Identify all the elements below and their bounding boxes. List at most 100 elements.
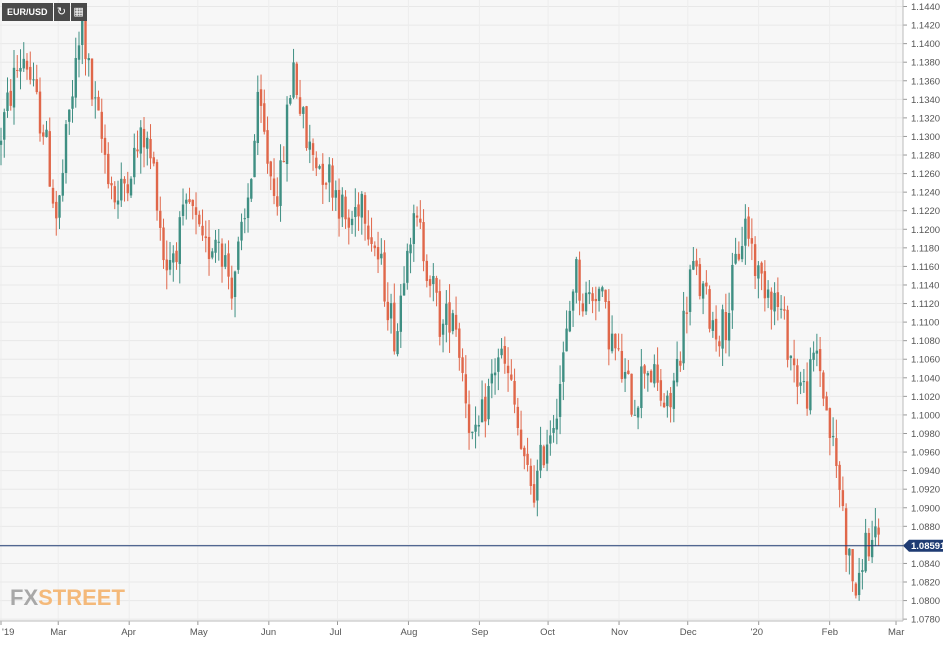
candle-up (432, 276, 435, 285)
candle-up (237, 241, 240, 270)
y-tick-label: 1.0840 (911, 559, 940, 570)
candle-up (120, 178, 123, 201)
candle-down (737, 253, 741, 260)
candle-down (523, 447, 526, 457)
candle-up (129, 178, 133, 196)
candle-down (42, 132, 45, 137)
y-tick-label: 1.1040 (911, 373, 940, 384)
x-tick-label: Oct (540, 627, 555, 638)
candle-down (435, 277, 438, 293)
x-tick-label: Jun (261, 627, 276, 638)
y-tick-label: 1.0980 (911, 429, 940, 440)
candle-up (451, 313, 455, 332)
candle-up (721, 309, 724, 349)
candle-up (802, 381, 806, 383)
candle-down (207, 236, 211, 260)
candle-down (357, 204, 360, 217)
y-tick-label: 1.1320 (911, 113, 940, 124)
candle-down (519, 429, 523, 449)
candle-down (90, 58, 94, 100)
candle-down (818, 349, 822, 372)
candle-up (256, 91, 259, 144)
candle-up (168, 260, 172, 270)
candle-up (497, 357, 500, 372)
candle-up (636, 407, 640, 418)
candle-up (568, 310, 572, 332)
candle-down (305, 106, 308, 149)
candle-down (614, 333, 617, 349)
candle-up (399, 295, 403, 332)
y-tick-label: 1.0940 (911, 466, 940, 477)
candle-up (565, 328, 568, 352)
candle-down (851, 549, 854, 582)
candle-down (331, 165, 334, 198)
candle-up (766, 289, 770, 298)
candle-up (809, 359, 812, 411)
candle-up (68, 109, 71, 122)
candle-up (32, 79, 35, 81)
candle-down (484, 396, 487, 422)
candle-down (100, 111, 103, 139)
logo-fx: FX (10, 585, 39, 610)
candle-up (409, 244, 412, 254)
y-tick-label: 1.0800 (911, 596, 940, 607)
candle-up (396, 331, 399, 355)
candle-up (292, 62, 295, 98)
candle-down (854, 583, 858, 596)
candle-down (510, 374, 513, 380)
candle-down (191, 199, 194, 207)
candle-down (84, 20, 87, 60)
y-tick-label: 1.1120 (911, 299, 939, 310)
candle-down (126, 184, 129, 194)
candle-down (230, 277, 233, 299)
y-tick-label: 1.1000 (911, 410, 940, 421)
candle-down (627, 370, 630, 374)
candle-up (77, 45, 81, 60)
candle-up (87, 58, 90, 61)
candle-down (298, 97, 302, 114)
candle-down (662, 402, 666, 408)
candle-down (506, 365, 510, 374)
candle-down (747, 216, 750, 239)
candle-down (805, 381, 809, 409)
candle-down (461, 357, 464, 373)
candle-up (71, 96, 74, 109)
current-price-tag-bg (903, 539, 943, 552)
candle-up (692, 261, 695, 270)
y-tick-label: 1.1280 (911, 151, 940, 162)
candle-down (844, 508, 848, 555)
candle-down (55, 201, 58, 219)
candle-up (727, 313, 731, 341)
candle-up (185, 199, 188, 204)
candle-down (438, 291, 442, 337)
y-tick-label: 1.1380 (911, 58, 940, 69)
candle-down (376, 246, 380, 260)
candle-down (841, 490, 845, 507)
candle-down (29, 66, 32, 80)
candle-down (159, 210, 162, 228)
calendar-icon[interactable]: ▦ (70, 3, 87, 21)
candle-up (861, 570, 864, 572)
candle-up (812, 352, 815, 360)
candle-up (3, 112, 6, 140)
candle-up (474, 424, 477, 432)
candle-down (315, 157, 318, 169)
x-tick-label: Mar (50, 627, 66, 638)
x-tick-label: Feb (822, 627, 838, 638)
candle-down (204, 236, 207, 239)
y-tick-label: 1.1080 (911, 336, 940, 347)
y-tick-label: 1.1020 (911, 392, 940, 403)
candle-up (571, 291, 575, 311)
candle-up (81, 18, 84, 45)
candle-down (383, 252, 386, 302)
candle-up (45, 129, 48, 138)
candle-down (103, 137, 107, 155)
refresh-icon[interactable]: ↻ (53, 3, 70, 21)
plot-area (0, 0, 903, 621)
candle-down (321, 163, 324, 185)
candle-up (217, 241, 220, 243)
symbol-label[interactable]: EUR/USD (2, 3, 53, 21)
candle-down (272, 178, 276, 196)
candle-up (139, 127, 142, 154)
